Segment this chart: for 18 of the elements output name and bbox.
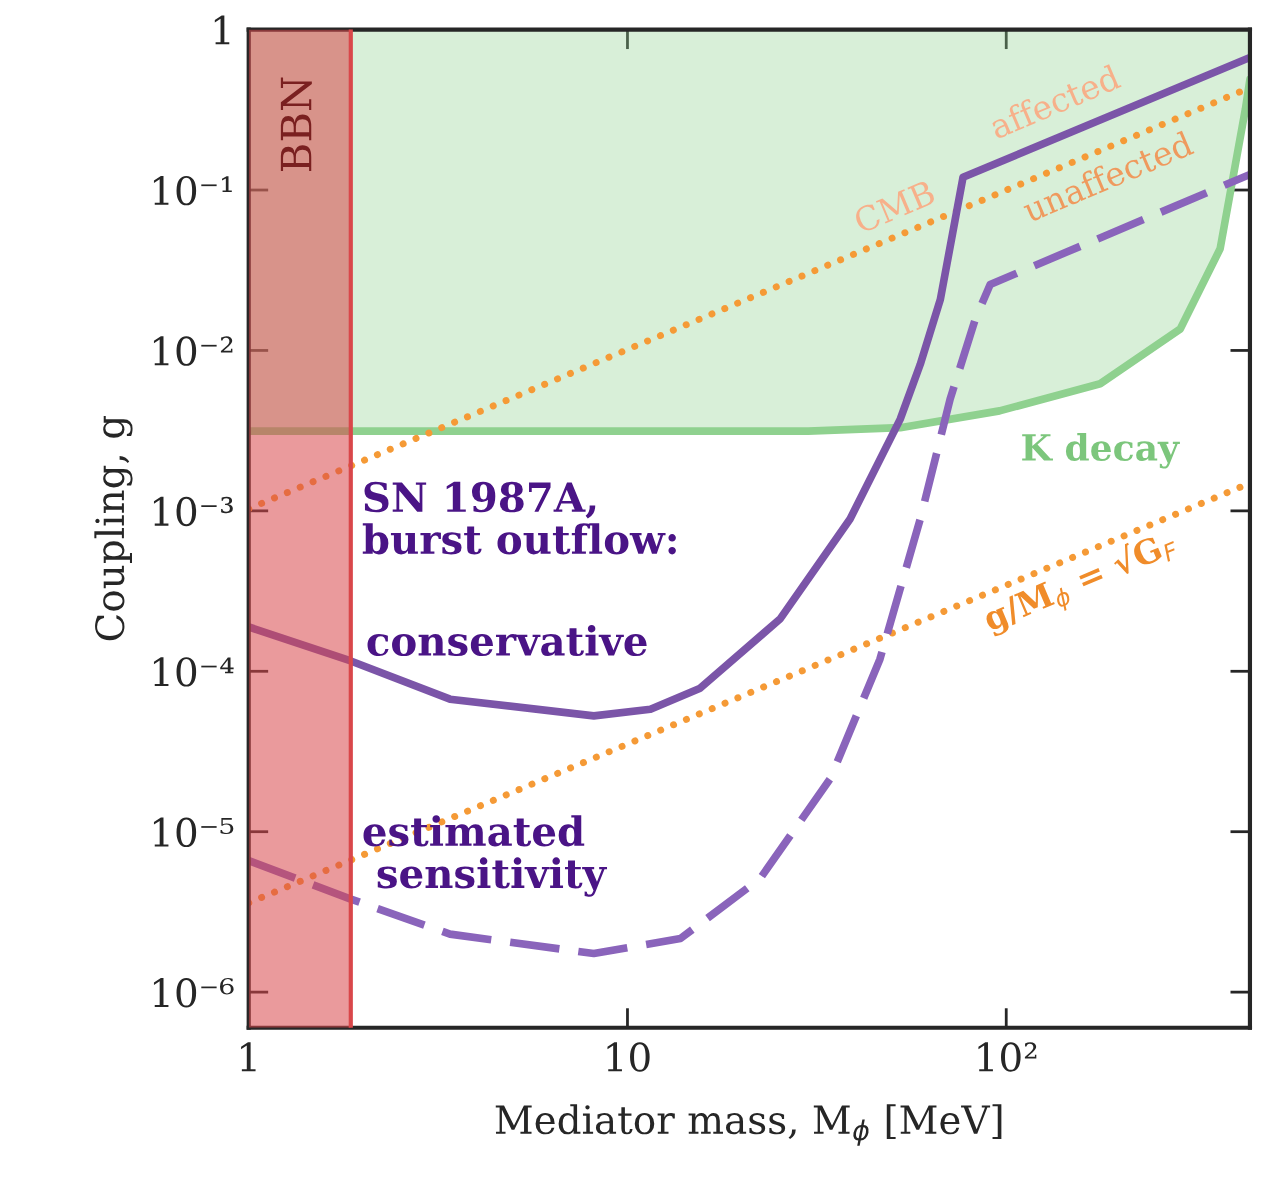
band-label: BBN [280, 77, 312, 171]
x-tick-label: 1 [241, 1042, 256, 1072]
y-tick-label: 10⁻² [153, 336, 233, 366]
annotation: SN 1987A, burst outflow: [362, 481, 676, 555]
annotation: CMB [852, 179, 937, 234]
y-tick-label: 1 [214, 15, 230, 45]
y-tick-label: 10⁻⁴ [153, 657, 234, 687]
x-axis-title: Mediator mass, M$_{ϕ}$ [MeV] [495, 1104, 1002, 1146]
x-tick-label: 10 [607, 1042, 650, 1072]
y-tick-label: 10⁻⁵ [153, 817, 234, 848]
y-tick-label: 10⁻¹ [153, 175, 232, 206]
y-tick-label: 10⁻³ [153, 496, 233, 527]
y-tick-label: 10⁻⁶ [153, 978, 234, 1008]
annotation: g/M$_{ϕ}$ = √G$_{F}$ [980, 526, 1182, 641]
y-axis-title: Coupling, g [94, 416, 133, 641]
annotation: K decay [1022, 433, 1180, 469]
x-tick-label: 10² [978, 1042, 1037, 1072]
annotation: conservative [367, 624, 647, 657]
